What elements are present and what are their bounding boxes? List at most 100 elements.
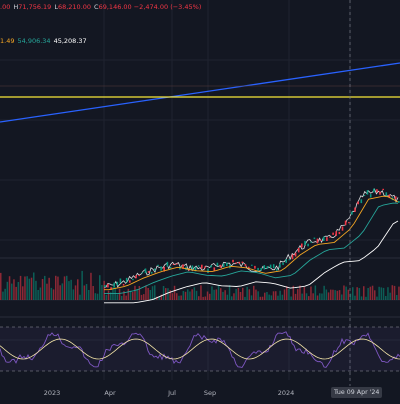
volume-bar — [171, 293, 174, 300]
volume-bar — [140, 294, 143, 300]
candle — [257, 267, 259, 272]
moving-average-mid[interactable] — [104, 202, 399, 295]
volume-bar — [330, 289, 332, 300]
volume-bar — [347, 289, 350, 300]
volume-bar — [244, 296, 246, 300]
candle — [132, 278, 134, 281]
volume-bar — [169, 290, 171, 300]
crosshair-date-label: Tue 09 Apr '24 — [331, 387, 383, 398]
ohlc-label: H — [13, 3, 19, 11]
candle — [154, 268, 156, 271]
candle — [376, 189, 378, 193]
volume-bar — [127, 288, 130, 300]
x-axis-tick-label: 2023 — [44, 389, 61, 397]
volume-bar — [246, 286, 248, 300]
rsi-pane[interactable] — [0, 326, 400, 372]
candle — [144, 268, 147, 274]
volume-bar — [167, 288, 169, 300]
volume-bar — [110, 292, 112, 300]
volume-bar — [261, 296, 264, 300]
volume-bar — [345, 286, 347, 300]
volume-bar — [30, 277, 33, 300]
volume-bar — [158, 296, 160, 300]
volume-bar — [341, 294, 343, 300]
volume-bar — [283, 289, 286, 300]
candle — [160, 266, 162, 271]
volume-bar — [396, 295, 398, 300]
volume-bar — [367, 288, 369, 300]
volume-bar — [391, 285, 394, 300]
volume-bar — [215, 289, 218, 300]
volume-bar — [398, 286, 400, 300]
volume-bar — [156, 296, 158, 300]
volume-bar — [11, 283, 13, 300]
candle — [110, 287, 112, 290]
volume-bar — [209, 293, 211, 300]
volume-bar — [248, 289, 251, 300]
moving-average-fast[interactable] — [104, 195, 399, 291]
volume-bar — [19, 275, 22, 300]
volume-bar — [4, 288, 6, 300]
volume-bar — [149, 290, 152, 300]
volume-bar — [292, 285, 295, 300]
candle — [329, 236, 331, 238]
volume-bar — [79, 294, 81, 300]
rsi-line[interactable] — [0, 331, 400, 369]
volume-bar — [193, 287, 196, 300]
volume-bar — [70, 279, 72, 300]
candle — [191, 265, 194, 270]
volume-bar — [301, 293, 303, 300]
volume-bar — [52, 289, 55, 300]
candle — [241, 261, 244, 263]
volume-bar — [191, 289, 193, 300]
candle — [113, 282, 115, 288]
price-series-line[interactable] — [103, 188, 399, 288]
volume-bar — [253, 285, 255, 300]
volume-bar — [374, 290, 376, 300]
price-pane[interactable] — [0, 0, 400, 386]
candle — [369, 194, 372, 198]
volume-bar — [308, 296, 310, 300]
candle — [188, 269, 190, 271]
candle — [226, 262, 228, 266]
candle — [207, 268, 209, 273]
trendline[interactable] — [0, 62, 400, 123]
volume-bar — [299, 285, 301, 300]
volume-bar — [81, 270, 83, 300]
candle — [357, 201, 359, 205]
candle — [104, 285, 106, 287]
volume-bar — [297, 289, 299, 300]
volume-bar — [99, 275, 101, 300]
volume-bar — [59, 285, 61, 300]
volume-bar — [57, 276, 59, 300]
rsi-signal-line[interactable] — [0, 338, 400, 360]
candle — [125, 277, 128, 283]
ohlc-label: L — [54, 3, 58, 11]
volume-bar — [380, 287, 383, 300]
moving-average-slow[interactable] — [104, 220, 399, 304]
rsi-band — [0, 327, 400, 371]
candle — [272, 264, 275, 269]
candle — [107, 283, 109, 288]
volume-bar — [288, 288, 290, 300]
candle — [122, 284, 125, 286]
candle — [204, 266, 206, 269]
candle — [310, 241, 312, 243]
moving-average-value: 54,906.34 — [17, 37, 51, 45]
volume-bar — [136, 289, 138, 300]
volume-bar — [162, 286, 165, 300]
volume-bar — [83, 285, 86, 300]
volume-bar — [35, 280, 37, 300]
candle — [279, 263, 281, 268]
volume-bar — [213, 289, 215, 300]
candle — [360, 199, 363, 204]
volume-bar — [8, 276, 11, 300]
volume-bar — [305, 293, 308, 300]
volume-bar — [338, 290, 341, 300]
volume-bar — [371, 285, 374, 300]
volume-bar — [312, 293, 314, 300]
candle — [319, 239, 322, 241]
candle — [238, 261, 241, 264]
